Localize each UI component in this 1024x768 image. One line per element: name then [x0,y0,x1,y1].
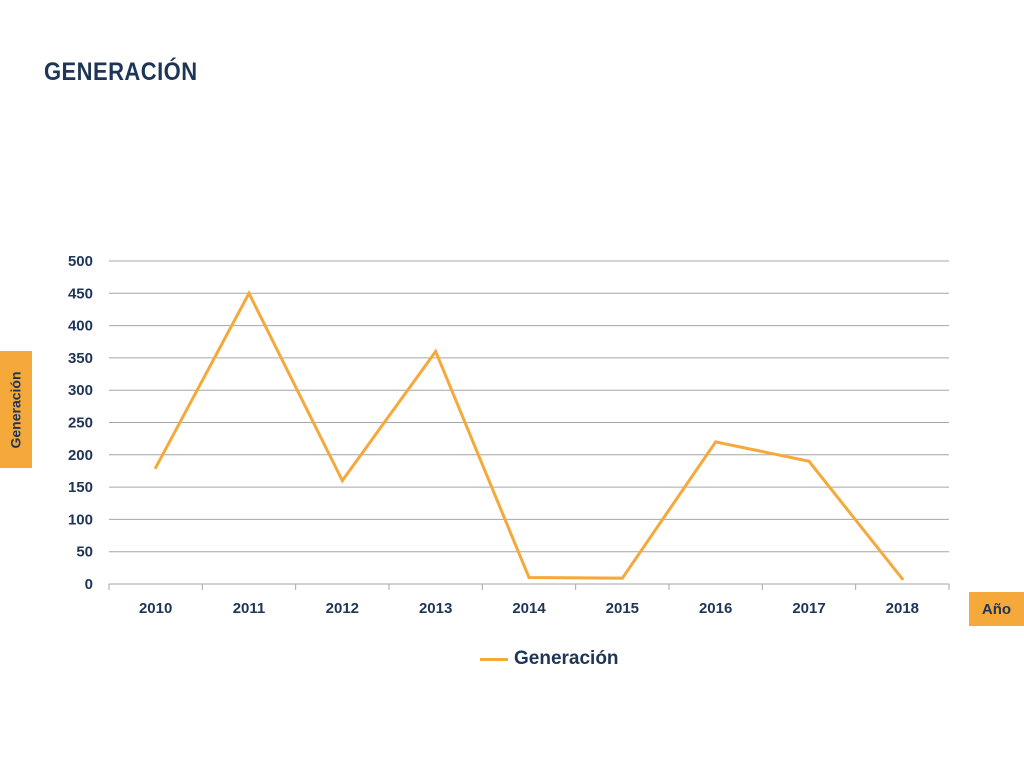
data-point [807,459,811,463]
slide-title: GENERACIÓN [44,58,198,86]
y-tick-label: 300 [68,382,93,399]
x-tick-label: 2018 [886,600,919,617]
data-point [714,440,718,444]
x-tick-label: 2013 [419,600,452,617]
y-axis-tag: Generación [0,351,32,468]
legend-label: Generación [514,648,619,669]
x-axis-tag: Año [969,592,1024,626]
data-point [434,349,438,353]
y-tick-label: 150 [68,479,93,496]
data-point [247,291,251,295]
chart-legend: Generación [480,646,619,672]
y-tick-label: 500 [68,253,93,270]
y-tick-label: 450 [68,285,93,302]
y-tick-label: 250 [68,415,93,432]
x-tick-label: 2010 [139,600,172,617]
y-tick-label: 0 [85,576,93,593]
y-tick-label: 350 [68,350,93,367]
x-tick-label: 2015 [606,600,639,617]
x-tick-label: 2017 [792,600,825,617]
data-point [527,576,531,580]
x-tick-label: 2016 [699,600,732,617]
data-point [620,576,624,580]
series-line-generacion [154,290,904,580]
y-tick-label: 50 [76,544,93,561]
x-tick-label: 2014 [512,600,546,617]
data-point [154,466,158,470]
x-tick-label: 2012 [326,600,359,617]
data-point [340,479,344,483]
y-tick-label: 400 [68,318,93,335]
legend-swatch [480,657,508,661]
x-tick-label: 2011 [233,600,266,617]
y-tick-label: 200 [68,447,93,464]
data-point [900,577,904,581]
y-tick-label: 100 [68,511,93,528]
